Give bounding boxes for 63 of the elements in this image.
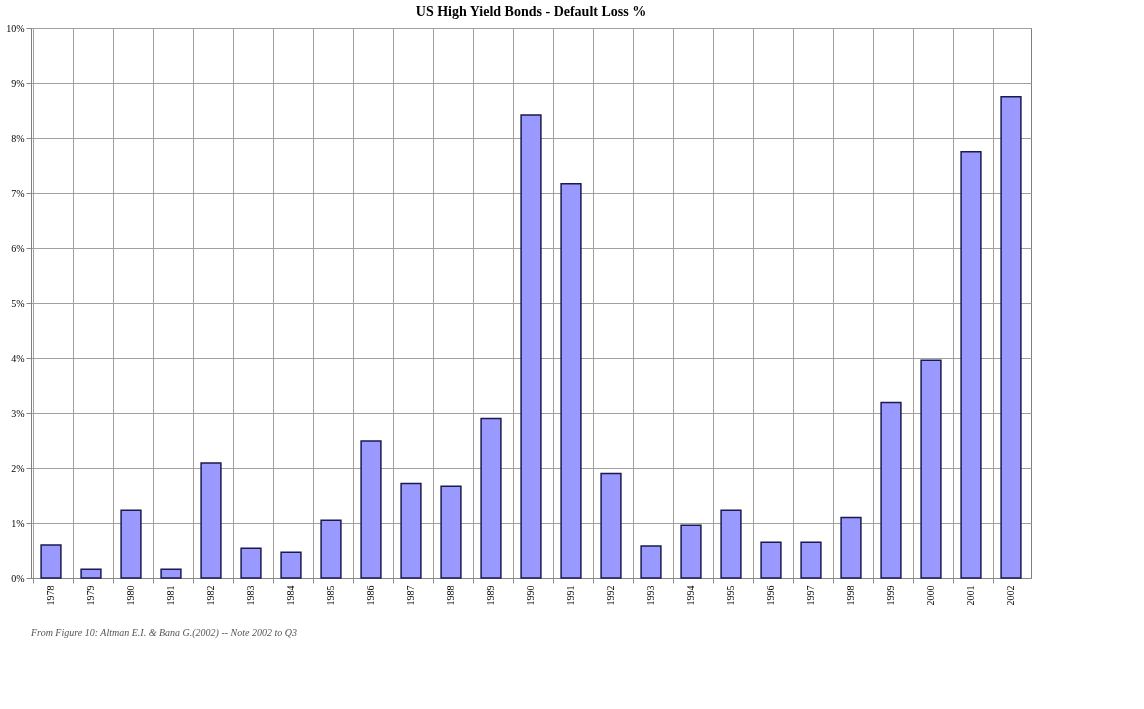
x-tick-label: 1996 [765, 585, 776, 606]
x-tick-label: 1984 [285, 585, 296, 606]
y-tick-label: 1% [11, 517, 25, 529]
bar [360, 440, 382, 579]
x-tick-label: 1989 [485, 585, 496, 606]
bar [560, 182, 582, 579]
y-tick-label: 2% [11, 462, 25, 474]
bar [80, 568, 102, 579]
bar [680, 524, 702, 579]
x-tick-label: 1980 [125, 585, 136, 606]
x-tick-label: 2002 [1005, 585, 1016, 606]
bar [40, 544, 62, 579]
text: From Figure 10: Altman E.I. & Bana G.(2002) -- Note 2002 to Q3 [30, 627, 297, 639]
x-tick-label: 1990 [525, 585, 536, 606]
bar [960, 151, 982, 579]
x-tick-label: 1991 [565, 585, 576, 606]
bar [760, 541, 782, 579]
bar [440, 485, 462, 579]
x-tick-label: 1987 [405, 585, 416, 606]
y-tick-label: 4% [11, 352, 25, 364]
x-tick-label: 1988 [445, 585, 456, 606]
y-tick-label: 3% [11, 407, 25, 419]
x-tick-label: 2001 [965, 585, 976, 606]
bar [520, 114, 542, 579]
bar [1000, 96, 1022, 579]
bar [640, 545, 662, 579]
x-tick-label: 1982 [205, 585, 216, 606]
y-tick-label: 0% [11, 572, 25, 584]
bar [920, 359, 942, 579]
x-tick-label: 1998 [845, 585, 856, 606]
bar [880, 401, 902, 579]
x-tick-label: 1997 [805, 585, 816, 606]
bar [320, 519, 342, 579]
x-tick-label: 1995 [725, 585, 736, 606]
x-tick-label: 1993 [645, 585, 656, 606]
y-tick-label: 9% [11, 77, 25, 89]
x-tick-label: 1978 [45, 585, 56, 606]
y-tick-label: 6% [11, 242, 25, 254]
chart-title: US High Yield Bonds - Default Loss % [415, 4, 647, 19]
x-tick-label: 1986 [365, 585, 376, 606]
bar [720, 509, 742, 579]
bar [480, 417, 502, 579]
x-tick-label: 1979 [85, 585, 96, 606]
bar [800, 541, 822, 579]
bar [280, 551, 302, 579]
bar [160, 568, 182, 579]
bar [840, 516, 862, 579]
x-tick-label: 1992 [605, 585, 616, 606]
x-tick-label: 1985 [325, 585, 336, 606]
x-tick-label: 1999 [885, 585, 896, 606]
y-tick-label: 7% [11, 187, 25, 199]
x-tick-label: 2000 [925, 585, 936, 606]
x-tick-label: 1981 [165, 585, 176, 606]
y-tick-label: 8% [11, 132, 25, 144]
bar [120, 509, 142, 579]
x-tick-label: 1994 [685, 585, 696, 606]
y-tick-label: 10% [6, 22, 25, 34]
bar [600, 472, 622, 579]
x-tick-label: 1983 [245, 585, 256, 606]
bar [200, 462, 222, 579]
bar [400, 482, 422, 579]
bar [240, 547, 262, 579]
y-tick-label: 5% [11, 297, 25, 309]
